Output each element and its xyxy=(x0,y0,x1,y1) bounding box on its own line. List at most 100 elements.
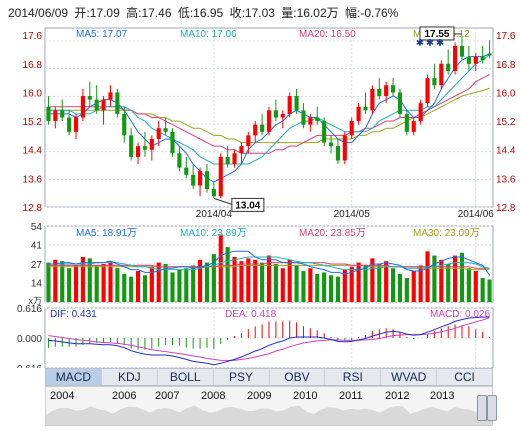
macd-y-tick: 0.000 xyxy=(17,334,42,345)
volume-bar xyxy=(46,262,51,302)
candle-body xyxy=(87,96,92,100)
y-tick-right: 14.4 xyxy=(496,146,516,157)
volume-bar xyxy=(335,276,340,302)
timeline-year: 2010 xyxy=(293,390,318,402)
volume-bar xyxy=(432,255,437,302)
volume-bar xyxy=(363,265,368,302)
volume-bar xyxy=(218,234,223,302)
candle-body xyxy=(446,63,451,71)
candle-body xyxy=(163,128,168,132)
y-tick-right: 17.6 xyxy=(496,31,516,42)
candle-body xyxy=(266,110,272,132)
high-annotation: 17.55 xyxy=(424,29,449,40)
volume-bar xyxy=(349,266,354,302)
volume-bar xyxy=(466,268,471,302)
macd-dif-line xyxy=(48,316,490,366)
legend-label: MA20: 23.85万 xyxy=(299,228,366,239)
candle-body xyxy=(184,167,189,175)
y-tick-right: 16.0 xyxy=(496,88,516,99)
legend-label: MA5: 17.07 xyxy=(76,29,128,40)
candle-body xyxy=(204,171,210,190)
tab-cci[interactable]: CCI xyxy=(454,370,475,384)
timeline-year: 2007 xyxy=(155,390,180,402)
volume-bar xyxy=(108,261,113,302)
volume-bar xyxy=(115,268,120,302)
tab-kdj[interactable]: KDJ xyxy=(102,369,158,385)
volume-bar xyxy=(122,273,127,302)
timeline-year: 2013 xyxy=(430,390,455,402)
tab-obv[interactable]: OBV xyxy=(270,369,326,385)
volume-unit: x万 xyxy=(28,296,42,306)
candle-body xyxy=(459,45,465,57)
volume-bar xyxy=(142,275,148,302)
volume-bar xyxy=(342,269,347,302)
candle-body xyxy=(67,117,72,132)
y-tick-left: 16.0 xyxy=(23,88,43,99)
volume-bar xyxy=(439,259,444,302)
volume-bar xyxy=(315,273,320,302)
volume-bar xyxy=(253,259,258,302)
tab-wvad[interactable]: WVAD xyxy=(381,369,438,385)
candle-body xyxy=(315,117,320,122)
stock-charts[interactable]: 17.6 17.6 16.8 16.8 16.0 16.0 15.2 15.2 14.4 14.4… xyxy=(0,0,521,368)
volume-bar xyxy=(273,264,278,302)
y-tick-right: 15.2 xyxy=(496,117,516,128)
volume-bar xyxy=(301,271,306,302)
candle-body xyxy=(115,92,120,114)
candle-body xyxy=(273,110,278,118)
candle-body xyxy=(418,103,423,122)
tab-rsi[interactable]: RSI xyxy=(325,369,382,385)
volume-bar xyxy=(266,255,272,302)
tab-psy[interactable]: PSY xyxy=(214,369,270,385)
volume-bar xyxy=(377,264,382,302)
volume-bar xyxy=(260,262,265,302)
volume-bar xyxy=(163,264,168,302)
macd-y-tick: 0.616 xyxy=(17,304,42,315)
candle-body xyxy=(411,121,416,132)
candle-body xyxy=(356,106,361,122)
timeline-left-handle[interactable] xyxy=(477,395,487,421)
candle-body xyxy=(246,135,251,147)
volume-bar xyxy=(404,278,409,302)
volume-y-tick: 14 xyxy=(31,278,43,289)
candle-body xyxy=(432,78,437,86)
candle-body xyxy=(198,171,203,186)
candle-body xyxy=(322,121,327,143)
macd-y-tick: -0.616 xyxy=(14,364,43,368)
y-tick-left: 17.6 xyxy=(23,31,43,42)
timeline-year: 2012 xyxy=(385,390,410,402)
quote-close: 收:17.03 xyxy=(229,6,275,20)
volume-y-tick: 54 xyxy=(31,222,43,233)
x-tick: 2014/05 xyxy=(334,209,371,220)
legend-label: MA10: 23.89万 xyxy=(180,228,247,239)
volume-bar xyxy=(411,271,416,302)
legend-label: MACD: 0.026 xyxy=(430,309,490,320)
tab-macd[interactable]: MACD xyxy=(46,369,102,385)
ma20-line xyxy=(48,74,490,154)
candle-body xyxy=(301,110,306,125)
volume-ma10-line xyxy=(48,256,490,271)
event-star-icon: ✱ xyxy=(426,38,434,49)
quote-volume: 量:16.02万 xyxy=(281,6,339,20)
volume-ma5-line xyxy=(48,250,491,276)
candle-body xyxy=(253,124,258,136)
volume-bar xyxy=(384,261,389,302)
timeline-right-handle[interactable] xyxy=(487,395,497,421)
volume-bar xyxy=(184,268,189,302)
volume-bar xyxy=(356,262,361,302)
tab-boll[interactable]: BOLL xyxy=(158,369,214,385)
volume-bar xyxy=(397,273,403,302)
x-tick: 2014/04 xyxy=(196,209,233,220)
candle-body xyxy=(101,99,106,111)
legend-label: MA5: 18.91万 xyxy=(76,228,137,239)
volume-bar xyxy=(53,259,58,302)
timeline-navigator[interactable]: 2004 2006 2007 2008 2009 2010 2011 2012 … xyxy=(45,386,497,426)
volume-bar xyxy=(156,262,161,302)
volume-bar xyxy=(177,269,182,302)
volume-bar xyxy=(94,265,99,302)
volume-bar xyxy=(101,264,106,302)
volume-bar xyxy=(225,247,230,302)
volume-bar xyxy=(425,251,430,302)
candle-body xyxy=(480,56,485,61)
quote-open: 开:17.09 xyxy=(74,6,120,20)
